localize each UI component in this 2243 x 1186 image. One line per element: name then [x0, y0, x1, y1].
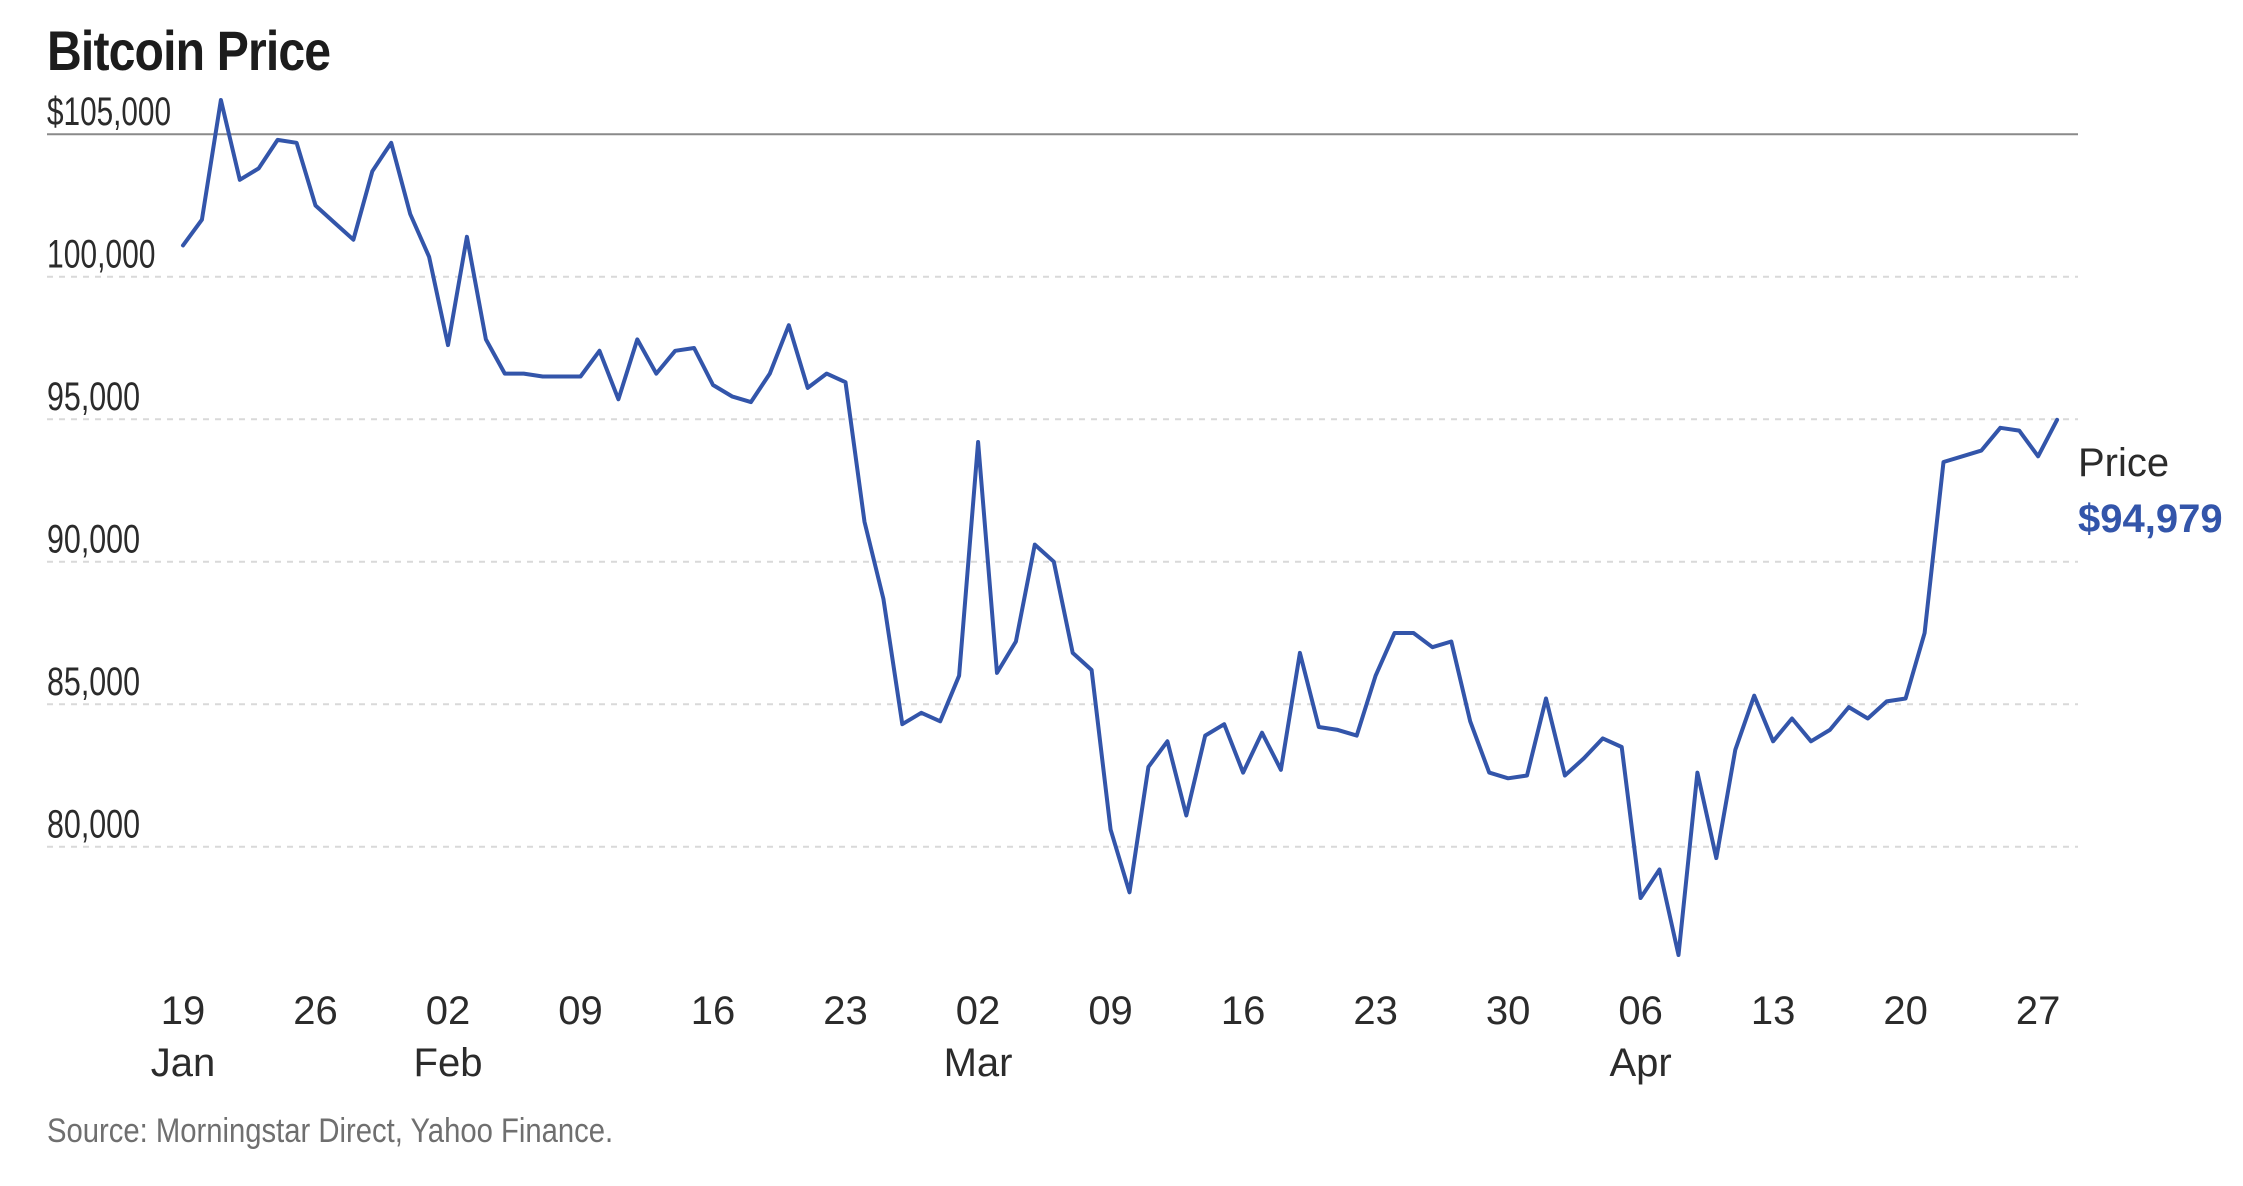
end-label: Price $94,979: [2078, 441, 2223, 541]
x-tick-day-label: 30: [1486, 989, 1531, 1033]
y-tick-label: 100,000: [47, 233, 156, 277]
x-tick-month-label: Feb: [414, 1041, 483, 1085]
x-tick-day-label: 20: [1883, 989, 1928, 1033]
x-tick-day-label: 09: [558, 989, 603, 1033]
y-tick-label: 95,000: [47, 375, 140, 419]
x-tick-month-label: Apr: [1609, 1041, 1671, 1085]
x-tick-day-label: 26: [293, 989, 338, 1033]
x-axis-tick-labels: 19 Jan 26 02 Feb 09 16 23 02 Mar 09 16 23 30 06 Apr 13 20…: [151, 989, 2061, 1085]
y-tick-label: 80,000: [47, 803, 140, 847]
x-tick-day-label: 02: [426, 989, 471, 1033]
last-price-label: $94,979: [2078, 497, 2223, 541]
x-tick-day-label: 09: [1088, 989, 1133, 1033]
y-tick-label: 90,000: [47, 518, 140, 562]
x-tick-day-label: 19: [161, 989, 206, 1033]
y-tick-label: $105,000: [47, 90, 171, 134]
chart-title: Bitcoin Price: [47, 19, 331, 82]
source-note: Source: Morningstar Direct, Yahoo Financ…: [47, 1112, 614, 1150]
y-axis-tick-labels: $105,000 100,000 95,000 90,000 85,000 80,000: [47, 90, 171, 847]
x-tick-day-label: 23: [823, 989, 868, 1033]
x-tick-day-label: 06: [1618, 989, 1663, 1033]
x-tick-day-label: 27: [2016, 989, 2061, 1033]
price-series: [181, 98, 2060, 957]
x-tick-month-label: Jan: [151, 1041, 216, 1085]
y-tick-label: 85,000: [47, 660, 140, 704]
x-tick-day-label: 23: [1353, 989, 1398, 1033]
series-name-label: Price: [2078, 441, 2169, 485]
x-tick-day-label: 16: [691, 989, 736, 1033]
gridlines: [47, 133, 2078, 848]
price-line: [181, 98, 2060, 957]
x-tick-month-label: Mar: [944, 1041, 1013, 1085]
x-tick-day-label: 16: [1221, 989, 1266, 1033]
x-tick-day-label: 02: [956, 989, 1001, 1033]
x-tick-day-label: 13: [1751, 989, 1796, 1033]
